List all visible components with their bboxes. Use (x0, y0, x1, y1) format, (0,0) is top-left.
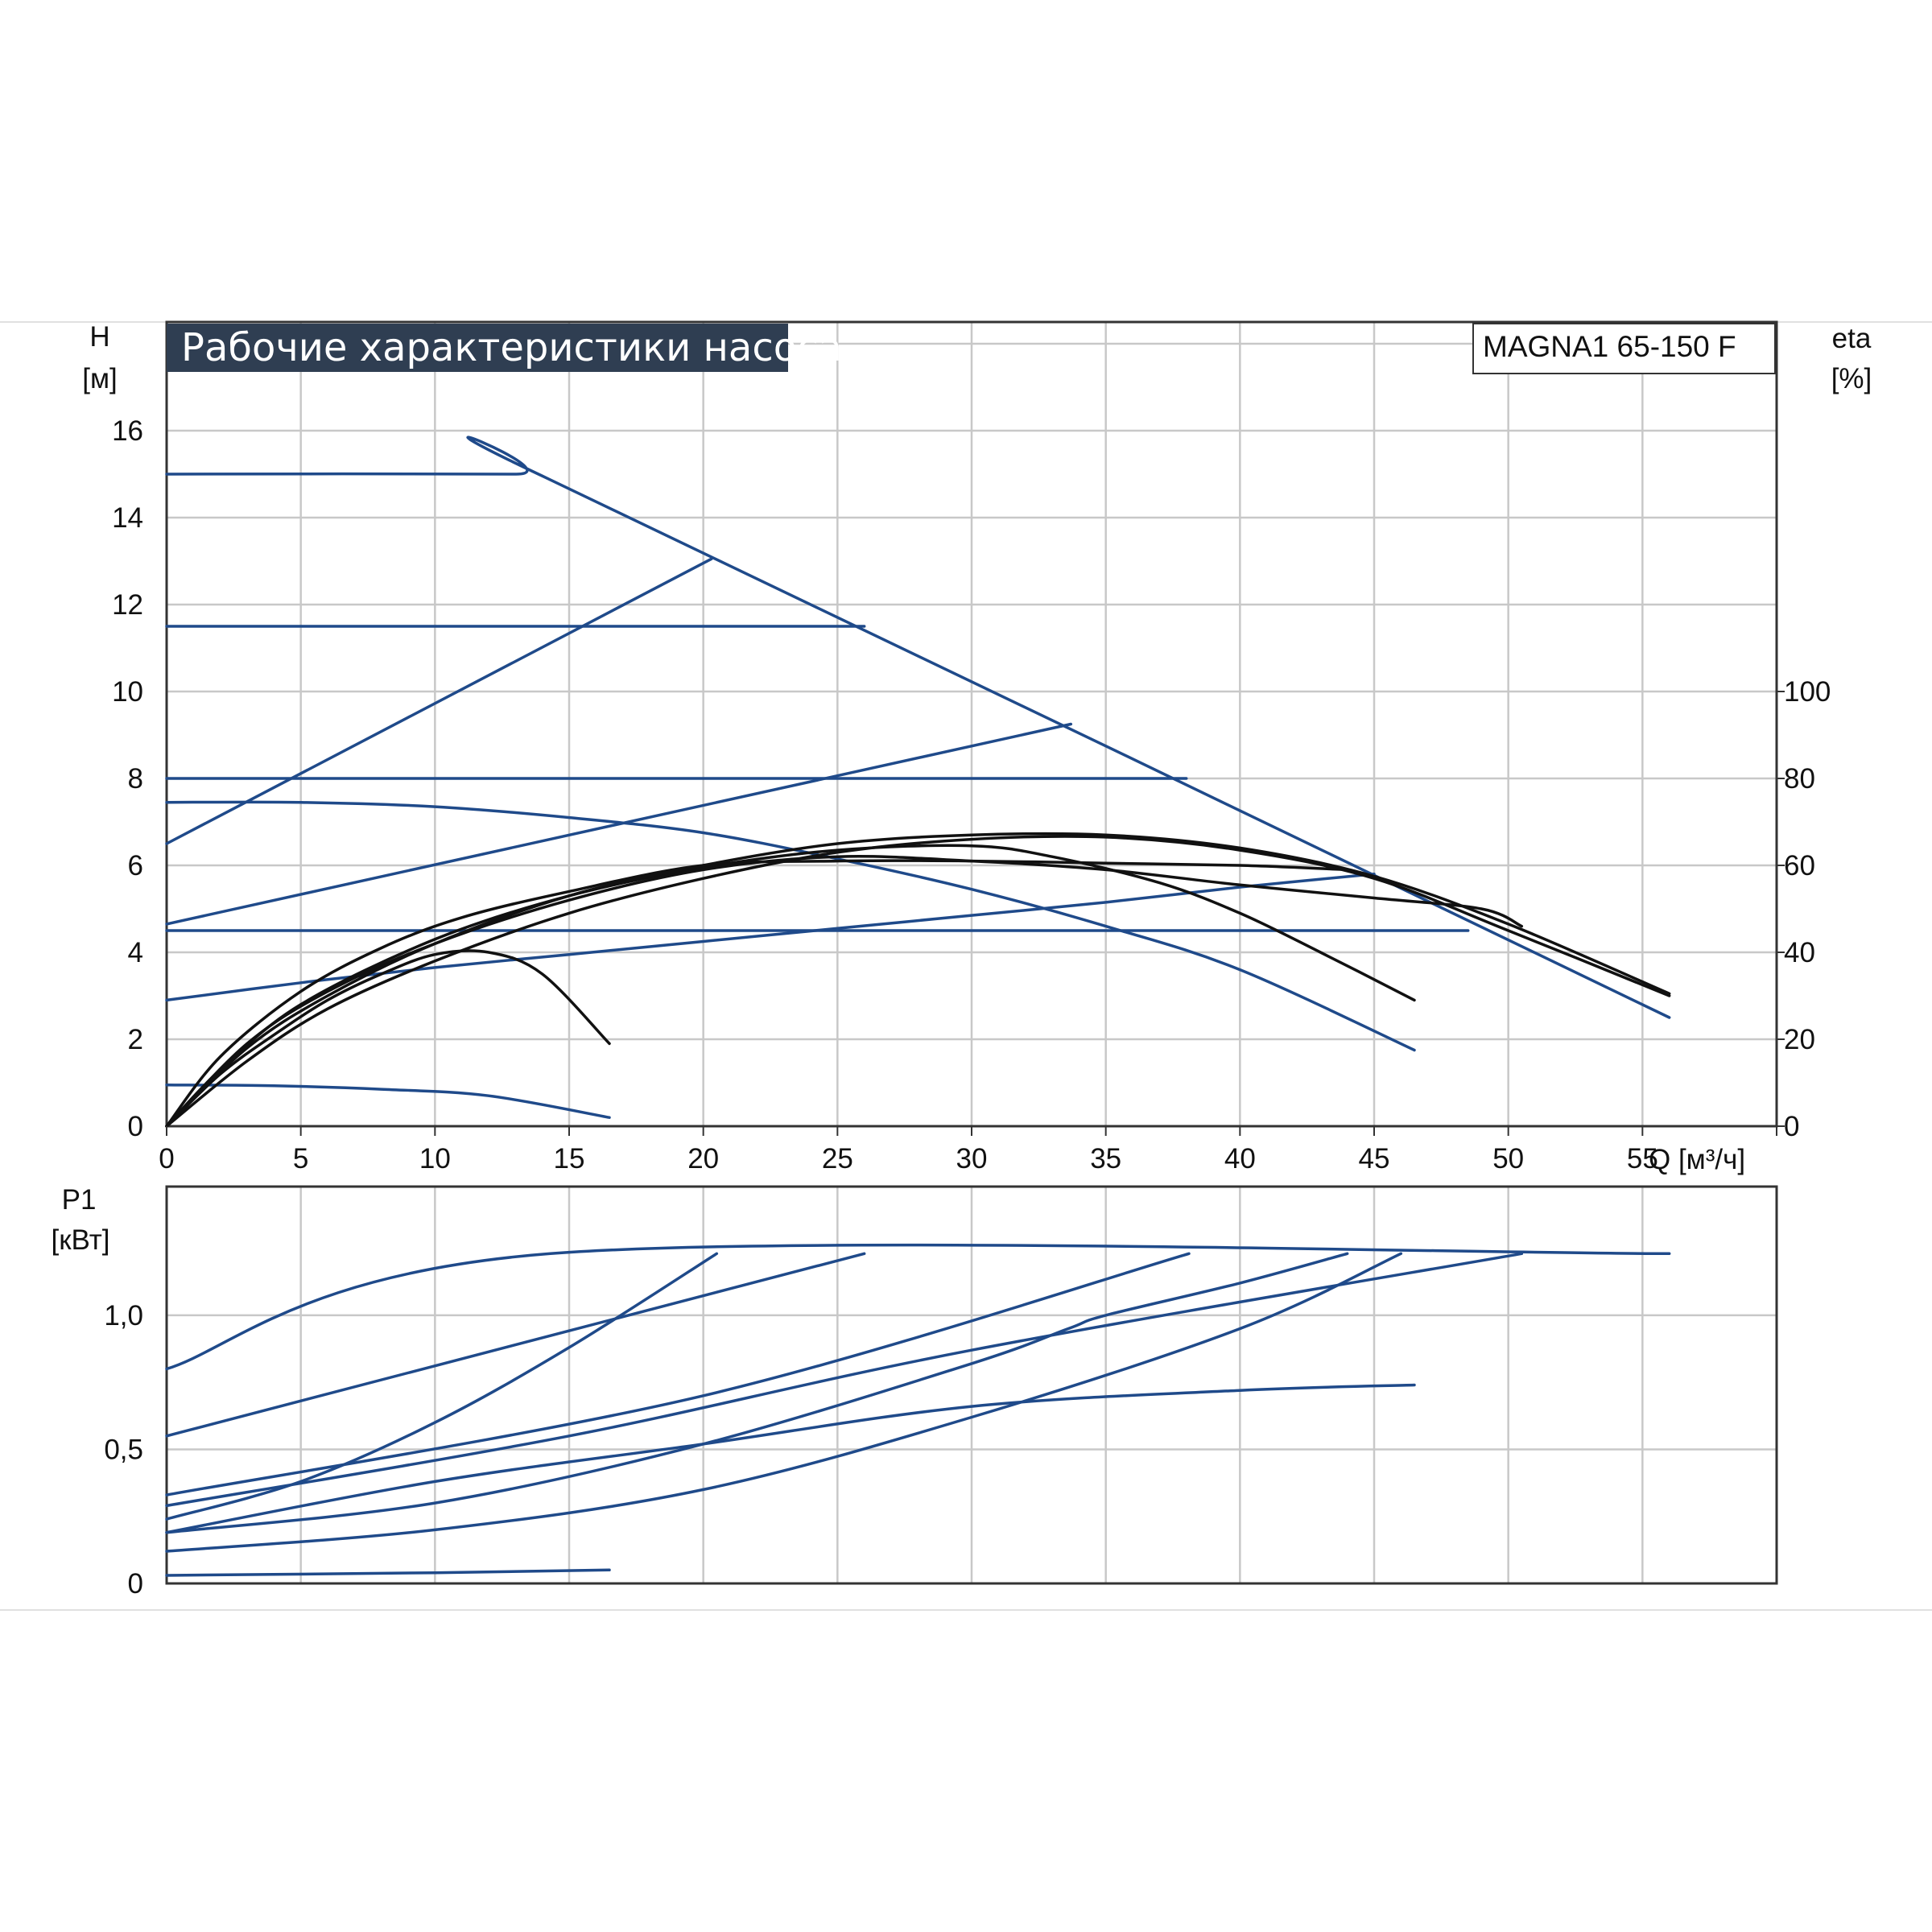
power-y-tick-label: 0 (128, 1568, 143, 1600)
x-tick-label: 45 (1359, 1143, 1390, 1174)
head-grid (167, 322, 1777, 1126)
power-y-tick-label: 0,5 (104, 1434, 143, 1465)
head-curve-12 (165, 844, 1416, 1128)
chart-title-background (167, 324, 788, 372)
x-tick-label: 40 (1224, 1143, 1256, 1174)
head-curve-14 (165, 835, 1671, 1128)
y2-tick-label: 100 (1784, 676, 1831, 708)
head-curve-10 (165, 949, 611, 1128)
x-tick-label: 0 (159, 1143, 174, 1174)
y-tick-label: 10 (112, 676, 143, 708)
y-tick-label: 0 (128, 1111, 143, 1142)
power-curve-4 (165, 1252, 1524, 1508)
head-curve-1 (165, 436, 1671, 1019)
model-label-frame (1472, 323, 1776, 374)
x-axis-label: Q [м³/ч] (1649, 1144, 1745, 1175)
power-y-axis-label: P1 (62, 1184, 97, 1216)
y2-axis-label: eta (1832, 323, 1872, 354)
y2-tick-label: 80 (1784, 763, 1815, 795)
model-label-box: MAGNA1 65-150 F (1472, 323, 1776, 374)
y-tick-label: 12 (112, 589, 143, 621)
y-tick-label: 2 (128, 1024, 143, 1055)
power-y-ticks: 0 0,5 1,0 (104, 1300, 143, 1600)
y-axis-unit: [м] (82, 363, 118, 394)
y-tick-label: 8 (128, 763, 143, 795)
power-curve-3 (165, 1252, 1191, 1496)
head-y-ticks: 0 2 4 6 8 10 12 14 16 (112, 415, 143, 1142)
power-series (165, 1243, 1671, 1577)
y2-tick-label: 20 (1784, 1024, 1815, 1055)
y2-tick-label: 0 (1784, 1111, 1799, 1142)
head-curve-6 (165, 722, 1073, 926)
chart-title: Рабочие характеристики насоса (181, 325, 842, 370)
power-curve-6 (165, 1252, 1349, 1534)
power-y-axis-unit: [кВт] (52, 1224, 110, 1256)
head-curve-15 (165, 832, 1671, 1128)
head-series (165, 436, 1671, 1128)
head-panel: 0 5 10 15 20 25 30 35 40 45 50 55 0 2 4 6 8 10 12 14 16 0 20… (82, 320, 1872, 1175)
power-curve-5 (165, 1252, 719, 1521)
y-axis-label: H (89, 321, 109, 353)
chart-title-box: Рабочие характеристики насоса (167, 324, 842, 372)
x-tick-label: 20 (687, 1143, 719, 1174)
x-tick-label: 55 (1627, 1143, 1658, 1174)
power-curve-7 (165, 1383, 1416, 1534)
y2-tick-label: 60 (1784, 850, 1815, 881)
model-label: MAGNA1 65-150 F (1483, 330, 1736, 363)
head-curve-8 (165, 800, 1416, 1052)
power-plot-frame (165, 1185, 1778, 1585)
power-panel: 0 0,5 1,0 P1 [кВт] (52, 1184, 1778, 1600)
x-tick-label: 35 (1090, 1143, 1121, 1174)
head-curve-11 (165, 859, 1349, 1128)
x-tick-label: 25 (822, 1143, 853, 1174)
head-x-ticks: 0 5 10 15 20 25 30 35 40 45 50 55 (159, 1126, 1777, 1174)
x-tick-label: 15 (554, 1143, 585, 1174)
x-tick-label: 10 (419, 1143, 451, 1174)
head-curve-5 (165, 557, 713, 845)
y2-axis-unit: [%] (1831, 363, 1872, 394)
power-curve-9 (165, 1568, 611, 1577)
y-tick-label: 6 (128, 850, 143, 881)
y2-tick-label: 40 (1784, 937, 1815, 968)
head-y2-ticks: 0 20 40 60 80 100 (1777, 676, 1831, 1142)
y-tick-label: 14 (112, 502, 143, 534)
x-tick-label: 5 (293, 1143, 308, 1174)
power-y-tick-label: 1,0 (104, 1300, 143, 1331)
power-curve-2 (165, 1252, 866, 1438)
x-tick-label: 50 (1492, 1143, 1524, 1174)
head-curve-9 (165, 1083, 611, 1119)
power-curve-1 (165, 1243, 1671, 1371)
power-curve-8 (165, 1252, 1403, 1553)
y-tick-label: 4 (128, 937, 143, 968)
head-curve-13 (165, 855, 1524, 1128)
y-tick-label: 16 (112, 415, 143, 447)
x-tick-label: 30 (956, 1143, 988, 1174)
